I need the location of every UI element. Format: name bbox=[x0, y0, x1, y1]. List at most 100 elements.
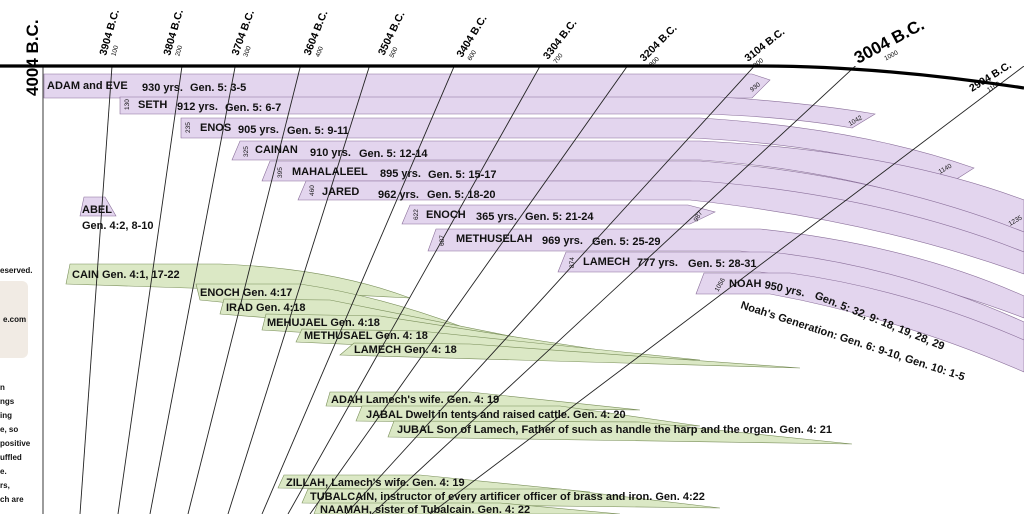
century-line bbox=[429, 66, 1024, 514]
patriarch-name: ENOCH bbox=[426, 209, 466, 221]
patriarch-name: ENOS bbox=[200, 122, 231, 134]
patriarch-ref: Gen. 5: 25-29 bbox=[592, 236, 660, 248]
patriarch-years: 930 yrs. bbox=[142, 82, 183, 94]
abel-ref: Gen. 4:2, 8-10 bbox=[82, 220, 154, 232]
milestone-count: 100 bbox=[110, 44, 120, 57]
milestone-count: 400 bbox=[314, 45, 325, 58]
milestone-year: 3704 B.C. bbox=[230, 8, 257, 57]
panel-line: ngs bbox=[0, 397, 15, 406]
patriarch-birth-age: 460 bbox=[309, 185, 316, 196]
patriarch-birth-age: 130 bbox=[124, 99, 131, 110]
band-methusael bbox=[295, 328, 701, 361]
patriarch-birth-age: 874 bbox=[569, 257, 576, 268]
patriarch-birth-age: 687 bbox=[439, 235, 446, 246]
patriarch-years: 962 yrs. bbox=[378, 189, 419, 201]
website-text: e.com bbox=[3, 315, 26, 324]
century-line bbox=[79, 66, 113, 514]
panel-line: uffled bbox=[0, 453, 22, 462]
lamech-family-entry: TUBALCAIN, instructor of every artificer… bbox=[310, 491, 705, 503]
left-info-panel: eserved. e.com n ngs ing e, so positive … bbox=[0, 266, 32, 504]
panel-line: ing bbox=[0, 411, 12, 420]
patriarch-ref: Gen. 5: 21-24 bbox=[525, 211, 594, 223]
band-cainan bbox=[231, 140, 1024, 237]
century-line bbox=[287, 66, 541, 514]
milestone-count: 600 bbox=[466, 49, 478, 62]
cain-line-entry: IRAD Gen. 4:18 bbox=[226, 302, 305, 314]
milestone-year: 3204 B.C. bbox=[638, 22, 680, 64]
panel-line: e. bbox=[0, 467, 7, 476]
rights-text: eserved. bbox=[0, 266, 32, 275]
lamech-family-entry: NAAMAH, sister of Tubalcain. Gen. 4: 22 bbox=[320, 504, 530, 514]
patriarch-years: 365 yrs. bbox=[476, 211, 517, 223]
patriarch-name: METHUSELAH bbox=[456, 233, 532, 245]
abel-name: ABEL bbox=[82, 204, 112, 216]
band-jared bbox=[297, 180, 1024, 275]
patriarch-name: JARED bbox=[322, 186, 359, 198]
patriarch-ref: Gen. 5: 12-14 bbox=[359, 148, 428, 160]
band-zillah bbox=[277, 474, 591, 493]
patriarch-birth-age: 622 bbox=[413, 209, 420, 220]
patriarch-years: 777 yrs. bbox=[637, 257, 678, 269]
lamech-family-entry: ADAH Lamech's wife. Gen. 4: 19 bbox=[331, 394, 499, 406]
lamech-family-entry: JABAL Dwelt in tents and raised cattle. … bbox=[366, 409, 626, 421]
patriarch-years: 912 yrs. bbox=[177, 101, 218, 113]
patriarch-ref: Gen. 5: 3-5 bbox=[190, 82, 246, 94]
century-line bbox=[345, 66, 756, 514]
cain-line-entry: CAIN Gen. 4:1, 17-22 bbox=[72, 269, 180, 281]
panel-line: rs, bbox=[0, 481, 10, 490]
cain-line-bands bbox=[65, 263, 853, 514]
patriarch-ref: Gen. 5: 9-11 bbox=[287, 125, 349, 137]
panel-line: n bbox=[0, 383, 5, 392]
panel-line: e, so bbox=[0, 425, 18, 434]
band-adah bbox=[325, 391, 641, 411]
band-abel bbox=[79, 196, 117, 217]
patriarch-ref: Gen. 5: 6-7 bbox=[225, 102, 281, 114]
milestone-year: 3104 B.C. bbox=[742, 26, 787, 65]
patriarch-birth-age: 395 bbox=[277, 167, 284, 178]
panel-line: ch are bbox=[0, 495, 24, 504]
century-line bbox=[309, 66, 628, 514]
century-line bbox=[227, 66, 370, 514]
panel-line: positive bbox=[0, 439, 31, 448]
cain-line-entry: LAMECH Gen. 4: 18 bbox=[354, 344, 457, 356]
patriarch-name: LAMECH bbox=[583, 256, 630, 268]
band-jubal bbox=[387, 420, 853, 445]
patriarch-years: 905 yrs. bbox=[238, 124, 279, 136]
milestone-count: 200 bbox=[174, 44, 184, 57]
patriarch-years: 910 yrs. bbox=[310, 147, 351, 159]
century-line bbox=[371, 66, 857, 514]
band-lamech-cain bbox=[339, 342, 801, 369]
band-enoch bbox=[401, 204, 716, 225]
patriarch-ref: Gen. 5: 18-20 bbox=[427, 189, 495, 201]
timeline-baseline bbox=[0, 64, 1024, 90]
patriarch-name: CAINAN bbox=[255, 144, 298, 156]
patriarch-name: MAHALALEEL bbox=[292, 166, 368, 178]
cain-line-entry: MEHUJAEL Gen. 4:18 bbox=[267, 317, 380, 329]
milestone-count: 500 bbox=[388, 46, 399, 59]
patriarch-birth-age: 325 bbox=[243, 146, 250, 157]
cain-line-entry: ENOCH Gen. 4:17 bbox=[200, 287, 292, 299]
patriarch-name: NOAH bbox=[729, 278, 761, 290]
band-adam bbox=[43, 73, 771, 99]
website-box bbox=[0, 281, 28, 358]
patriarch-ref: Gen. 5: 15-17 bbox=[428, 169, 496, 181]
century-lines bbox=[42, 66, 1024, 514]
band-naamah bbox=[313, 502, 621, 514]
lamech-family-entry: JUBAL Son of Lamech, Father of such as h… bbox=[397, 424, 832, 436]
century-line bbox=[187, 66, 301, 514]
band-seth bbox=[119, 96, 876, 129]
patriarch-name: SETH bbox=[138, 99, 167, 111]
start-year-label: 4004 B.C. bbox=[23, 19, 42, 96]
patriarch-death-age: 987 bbox=[693, 210, 705, 223]
cain-line-entry: METHUSAEL Gen. 4: 18 bbox=[304, 330, 428, 342]
patriarch-birth-age: 235 bbox=[185, 122, 192, 133]
century-line bbox=[261, 66, 455, 514]
milestone-count: 300 bbox=[242, 45, 252, 58]
patriarch-years: 969 yrs. bbox=[542, 235, 583, 247]
patriarch-years: 895 yrs. bbox=[380, 168, 421, 180]
century-line bbox=[149, 66, 236, 514]
seth-line-bands bbox=[43, 73, 1024, 373]
lamech-family-entry: ZILLAH, Lamech's wife. Gen. 4: 19 bbox=[286, 477, 465, 489]
cain-line-labels: CAIN Gen. 4:1, 17-22 ENOCH Gen. 4:17 IRA… bbox=[72, 269, 832, 514]
